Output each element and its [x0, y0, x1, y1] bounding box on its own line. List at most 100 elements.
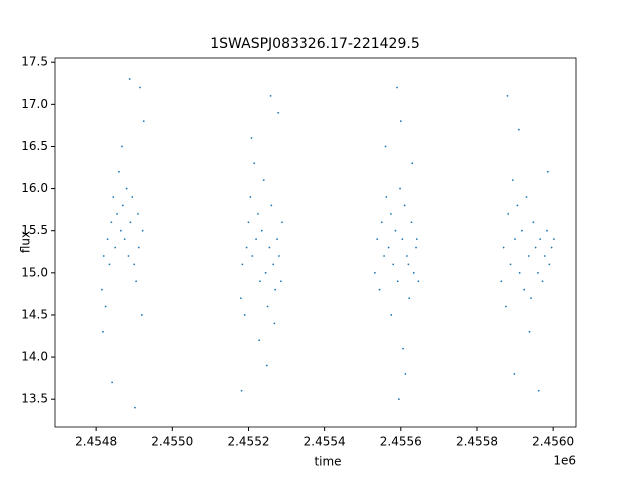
- point: [408, 297, 411, 300]
- point: [121, 145, 123, 148]
- point: [133, 263, 136, 266]
- point: [415, 238, 418, 241]
- point: [111, 381, 114, 384]
- point: [112, 196, 115, 198]
- point: [378, 288, 381, 291]
- x-tick-label: 2.4560: [532, 435, 574, 449]
- point: [129, 221, 132, 224]
- point: [525, 196, 528, 198]
- point: [281, 221, 283, 224]
- point: [258, 280, 261, 283]
- point: [268, 246, 271, 249]
- y-tick-label: 16.0: [21, 181, 48, 195]
- point: [241, 263, 244, 266]
- point: [502, 246, 505, 249]
- point: [139, 86, 141, 89]
- point: [417, 280, 420, 283]
- point: [135, 280, 138, 283]
- point: [121, 204, 124, 207]
- point: [274, 288, 277, 291]
- point: [116, 212, 118, 215]
- point: [140, 314, 143, 316]
- point: [245, 246, 248, 249]
- point: [506, 95, 509, 97]
- point: [380, 221, 383, 224]
- point: [108, 263, 111, 266]
- point: [137, 212, 139, 215]
- point: [534, 246, 537, 249]
- point: [264, 271, 267, 274]
- point: [265, 364, 268, 367]
- point: [407, 263, 410, 266]
- point: [516, 204, 519, 207]
- y-tick-label: 14.5: [21, 307, 48, 321]
- point: [403, 204, 406, 207]
- point: [276, 238, 278, 241]
- point: [399, 120, 402, 123]
- point: [110, 221, 113, 224]
- point: [239, 297, 242, 300]
- x-tick-label: 2.4552: [227, 435, 269, 449]
- y-tick-label: 17.5: [21, 55, 48, 69]
- point: [415, 246, 417, 249]
- point: [142, 120, 145, 123]
- point: [518, 271, 521, 274]
- point: [537, 389, 540, 392]
- x-axis-label: time: [314, 455, 341, 469]
- point: [521, 229, 523, 232]
- point: [500, 280, 503, 283]
- x-tick-label: 2.4554: [304, 435, 346, 449]
- point: [541, 280, 544, 283]
- point: [384, 145, 387, 148]
- point: [406, 255, 408, 257]
- point: [546, 170, 549, 173]
- point: [102, 330, 104, 333]
- point: [258, 339, 261, 342]
- point: [269, 95, 272, 97]
- point: [513, 373, 516, 375]
- point: [251, 255, 254, 257]
- point: [253, 162, 256, 165]
- point: [398, 398, 400, 401]
- point: [123, 238, 126, 241]
- point: [279, 280, 282, 283]
- y-tick-label: 16.5: [21, 139, 48, 153]
- chart-title: 1SWASPJ083326.17-221429.5: [210, 36, 419, 52]
- point: [505, 305, 507, 308]
- point: [374, 271, 376, 274]
- y-axis-label: flux: [19, 231, 33, 253]
- point: [278, 255, 280, 257]
- point: [266, 305, 269, 308]
- point: [528, 330, 531, 333]
- point: [402, 347, 404, 350]
- point: [527, 255, 530, 257]
- point: [392, 263, 395, 266]
- point: [396, 280, 399, 283]
- point: [243, 314, 246, 316]
- point: [277, 111, 280, 114]
- point: [127, 255, 130, 257]
- point: [118, 170, 120, 173]
- point: [131, 196, 134, 198]
- point: [550, 246, 553, 249]
- point: [240, 389, 243, 392]
- point: [141, 229, 144, 232]
- point: [523, 288, 526, 291]
- point: [401, 238, 404, 241]
- point: [102, 255, 105, 257]
- y-tick-label: 14.0: [21, 350, 48, 364]
- point: [539, 238, 542, 241]
- point: [250, 137, 253, 139]
- point: [390, 314, 393, 316]
- point: [507, 212, 510, 215]
- y-tick-label: 13.5: [21, 392, 48, 406]
- point: [128, 78, 131, 80]
- point: [125, 187, 128, 190]
- point: [272, 263, 275, 266]
- plot-frame: [54, 57, 577, 428]
- x-tick-label: 2.4556: [380, 435, 422, 449]
- x-tick-label: 2.4548: [75, 435, 117, 449]
- point: [262, 179, 265, 182]
